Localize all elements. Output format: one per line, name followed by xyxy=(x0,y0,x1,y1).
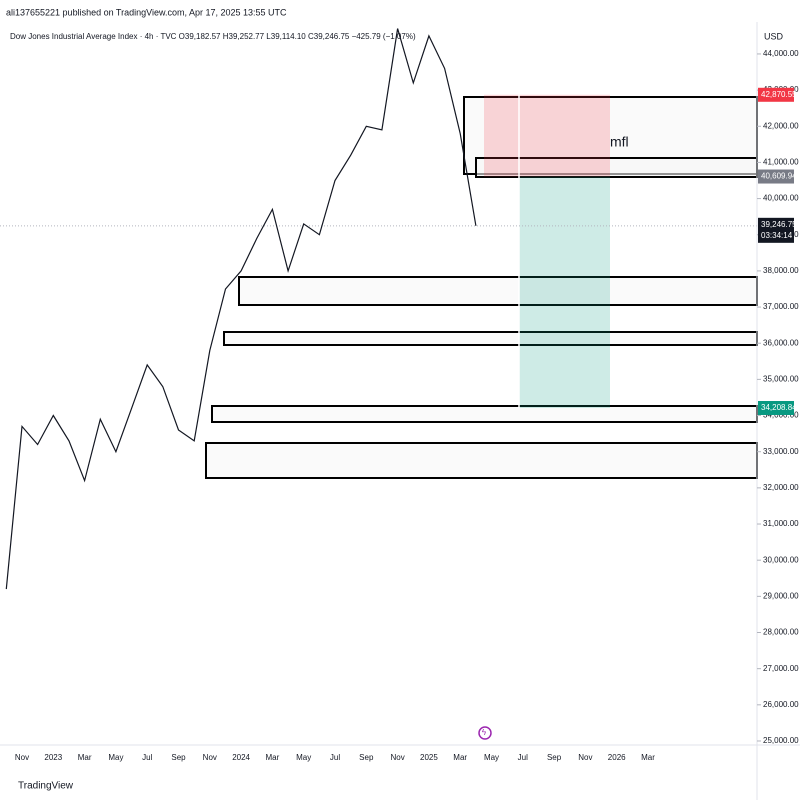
y-tick-label: 41,000.00 xyxy=(763,158,799,167)
y-tick-label: 40,000.00 xyxy=(763,194,799,203)
x-tick-label: 2023 xyxy=(44,753,62,762)
zone xyxy=(223,331,758,346)
x-tick-label: Mar xyxy=(78,753,92,762)
event-icon[interactable] xyxy=(478,726,492,740)
event-icon-glyph: ϟ xyxy=(482,728,487,737)
y-tick-label: 33,000.00 xyxy=(763,447,799,456)
y-tick-label: 38,000.00 xyxy=(763,266,799,275)
y-tick-label: 34,000.00 xyxy=(763,411,799,420)
x-tick-label: 2025 xyxy=(420,753,438,762)
price-tag-label: 42,870.55 xyxy=(761,90,797,99)
x-tick-label: May xyxy=(484,753,499,762)
x-tick-label: May xyxy=(296,753,311,762)
x-tick-label: Nov xyxy=(203,753,217,762)
last-price-label: 39,246.75 xyxy=(761,220,797,229)
x-tick-label: Jul xyxy=(142,753,152,762)
x-tick-label: Sep xyxy=(547,753,562,762)
y-tick-label: 42,000.00 xyxy=(763,121,799,130)
zone xyxy=(211,405,758,423)
annotation: mfl xyxy=(610,134,629,150)
x-tick-label: Nov xyxy=(15,753,29,762)
x-tick-label: Nov xyxy=(578,753,592,762)
y-tick-label: 25,000.00 xyxy=(763,736,799,745)
x-tick-label: Mar xyxy=(453,753,467,762)
x-tick-label: Mar xyxy=(266,753,280,762)
y-tick-label: 30,000.00 xyxy=(763,555,799,564)
price-tag xyxy=(758,400,794,415)
y-tick-label: 36,000.00 xyxy=(763,338,799,347)
y-tick-label: 32,000.00 xyxy=(763,483,799,492)
target-zone xyxy=(519,176,610,408)
x-tick-label: Jul xyxy=(330,753,340,762)
x-tick-label: Sep xyxy=(359,753,374,762)
y-tick-label: 37,000.00 xyxy=(763,302,799,311)
price-tag xyxy=(758,169,794,184)
currency: USD xyxy=(764,31,784,41)
y-tick-label: 35,000.00 xyxy=(763,374,799,383)
y-tick-label: 27,000.00 xyxy=(763,664,799,673)
symbol-info: Dow Jones Industrial Average Index · 4h … xyxy=(10,32,416,41)
x-tick-label: Jul xyxy=(518,753,528,762)
publisher: ali137655221 published on TradingView.co… xyxy=(6,7,287,17)
stop-zone xyxy=(484,94,610,177)
x-tick-label: May xyxy=(108,753,123,762)
price-tag xyxy=(758,87,794,102)
y-tick-label: 29,000.00 xyxy=(763,591,799,600)
y-tick-label: 31,000.00 xyxy=(763,519,799,528)
price-tag-label: 34,208.84 xyxy=(761,403,797,412)
zone xyxy=(205,442,758,479)
y-tick-label: 26,000.00 xyxy=(763,700,799,709)
y-tick-label: 28,000.00 xyxy=(763,628,799,637)
x-tick-label: 2026 xyxy=(608,753,626,762)
x-tick-label: Sep xyxy=(171,753,186,762)
y-tick-label: 44,000.00 xyxy=(763,49,799,58)
logo: TradingView xyxy=(18,781,74,792)
last-price-tag xyxy=(758,217,794,243)
price-line xyxy=(5,28,477,590)
x-tick-label: Nov xyxy=(390,753,404,762)
countdown: 03:34:14 xyxy=(761,231,793,240)
zone xyxy=(238,276,758,306)
x-tick-label: Mar xyxy=(641,753,655,762)
price-tag-label: 40,609.94 xyxy=(761,172,797,181)
x-tick-label: 2024 xyxy=(232,753,250,762)
